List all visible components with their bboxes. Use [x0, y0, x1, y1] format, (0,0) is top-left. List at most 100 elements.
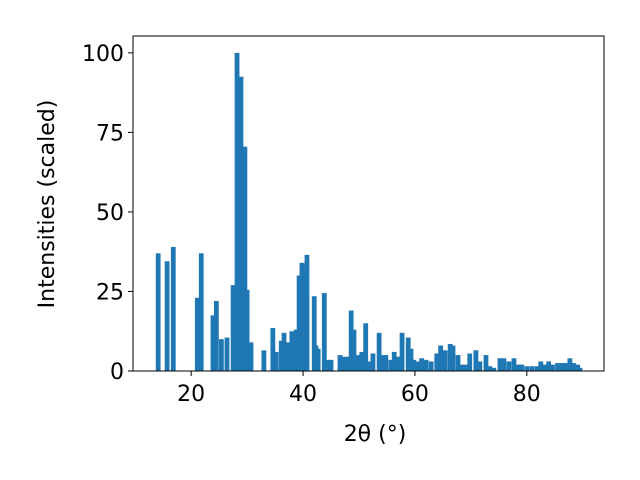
y-tick-label: 75	[96, 121, 124, 146]
y-tick-label: 100	[82, 42, 124, 67]
bar	[563, 363, 569, 371]
bar	[261, 350, 267, 371]
bar	[447, 343, 453, 371]
bar	[345, 356, 351, 371]
bar	[351, 329, 357, 371]
bar	[218, 339, 224, 371]
bar	[538, 361, 544, 371]
bar	[238, 76, 244, 372]
bar	[321, 293, 327, 371]
bar	[164, 261, 170, 371]
bar	[450, 345, 456, 371]
bar	[242, 146, 248, 371]
bar	[230, 285, 236, 371]
bar	[194, 297, 200, 371]
bar	[546, 361, 552, 371]
bar	[273, 351, 279, 371]
bar	[497, 358, 503, 371]
bar	[370, 353, 376, 371]
bar	[491, 367, 497, 371]
bar	[415, 361, 421, 371]
bar	[428, 361, 434, 371]
bar	[281, 332, 287, 371]
bar	[473, 350, 479, 371]
bar	[234, 52, 240, 371]
bar	[224, 337, 230, 371]
bar	[363, 323, 369, 371]
bar	[170, 246, 176, 371]
bar	[405, 337, 411, 371]
bar	[304, 254, 310, 371]
bar	[213, 301, 219, 371]
bar	[383, 355, 389, 371]
bar	[278, 340, 284, 371]
bar	[515, 364, 521, 371]
bar	[198, 253, 204, 371]
bar	[411, 359, 417, 371]
bar	[408, 348, 414, 371]
bar	[577, 367, 583, 371]
bar	[341, 356, 347, 371]
bar	[506, 361, 512, 371]
bar	[391, 351, 397, 371]
bar	[337, 355, 343, 371]
bar	[419, 358, 425, 371]
x-tick-label: 60	[401, 382, 429, 407]
bar	[542, 364, 548, 371]
bar	[463, 364, 469, 371]
bar	[311, 296, 317, 371]
bar	[567, 358, 573, 371]
x-tick-label: 40	[289, 382, 317, 407]
plot-frame	[132, 35, 605, 372]
bar	[289, 331, 295, 371]
bar	[483, 355, 489, 371]
y-tick-label: 50	[96, 201, 124, 226]
bar	[155, 253, 161, 371]
bar	[244, 289, 250, 371]
x-tick-label: 80	[513, 382, 541, 407]
bar	[328, 359, 334, 371]
bar	[519, 364, 525, 371]
bar	[487, 366, 493, 371]
bar	[379, 355, 385, 371]
bar	[501, 358, 507, 371]
bar	[325, 359, 331, 371]
bar	[511, 358, 517, 371]
y-tick-label: 0	[110, 360, 124, 385]
bar	[467, 353, 473, 371]
bar	[293, 329, 299, 371]
bar	[534, 366, 540, 371]
bar	[524, 366, 530, 371]
bar	[455, 355, 461, 371]
bar	[348, 310, 354, 371]
bar	[571, 363, 577, 371]
bar	[395, 356, 401, 371]
bar	[388, 359, 394, 371]
bar	[248, 342, 254, 371]
x-tick-label: 20	[177, 382, 205, 407]
bar	[423, 359, 429, 371]
bar	[434, 353, 440, 371]
bar	[438, 345, 444, 371]
bar	[550, 364, 555, 371]
bar	[477, 361, 483, 371]
bar	[355, 355, 361, 371]
y-tick-label: 25	[96, 280, 124, 305]
bar	[399, 332, 405, 371]
bar	[442, 350, 448, 371]
bar	[315, 348, 321, 371]
bar	[459, 364, 465, 371]
bar	[210, 315, 216, 371]
bar	[529, 366, 535, 371]
x-axis-label: 2θ (°)	[344, 422, 407, 447]
bar	[359, 351, 365, 371]
bar	[366, 361, 372, 371]
bar	[296, 275, 302, 371]
y-axis-label: Intensities (scaled)	[35, 100, 60, 309]
bar	[376, 332, 382, 371]
bar	[285, 342, 291, 371]
bar	[299, 262, 305, 371]
bar	[555, 363, 560, 371]
bar	[559, 363, 565, 371]
